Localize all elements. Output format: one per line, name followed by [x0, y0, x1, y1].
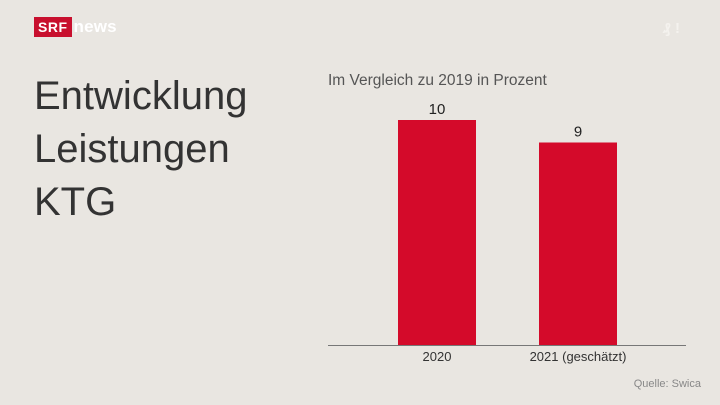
- srf-logo-box: SRF: [34, 17, 72, 37]
- headline-line-3: KTG: [34, 180, 117, 224]
- x-tick-label-2: 2021 (geschätzt): [530, 349, 627, 364]
- headline-line-1: Entwicklung: [34, 74, 248, 118]
- bar-2: [539, 142, 617, 345]
- headline: Entwicklung Leistungen KTG: [34, 70, 247, 229]
- broadcast-mark-icon: ₰ !: [662, 20, 680, 37]
- bar-1: [398, 120, 476, 345]
- srf-news-logo: SRF news: [34, 17, 117, 37]
- bar-value-label-2: 9: [574, 124, 582, 141]
- chart-title: Im Vergleich zu 2019 in Prozent: [328, 72, 547, 89]
- news-logo-text: news: [73, 17, 117, 36]
- bar-value-label-1: 10: [429, 101, 446, 118]
- headline-line-2: Leistungen: [34, 127, 230, 171]
- x-tick-label-1: 2020: [423, 349, 452, 364]
- source-note: Quelle: Swica: [633, 378, 701, 390]
